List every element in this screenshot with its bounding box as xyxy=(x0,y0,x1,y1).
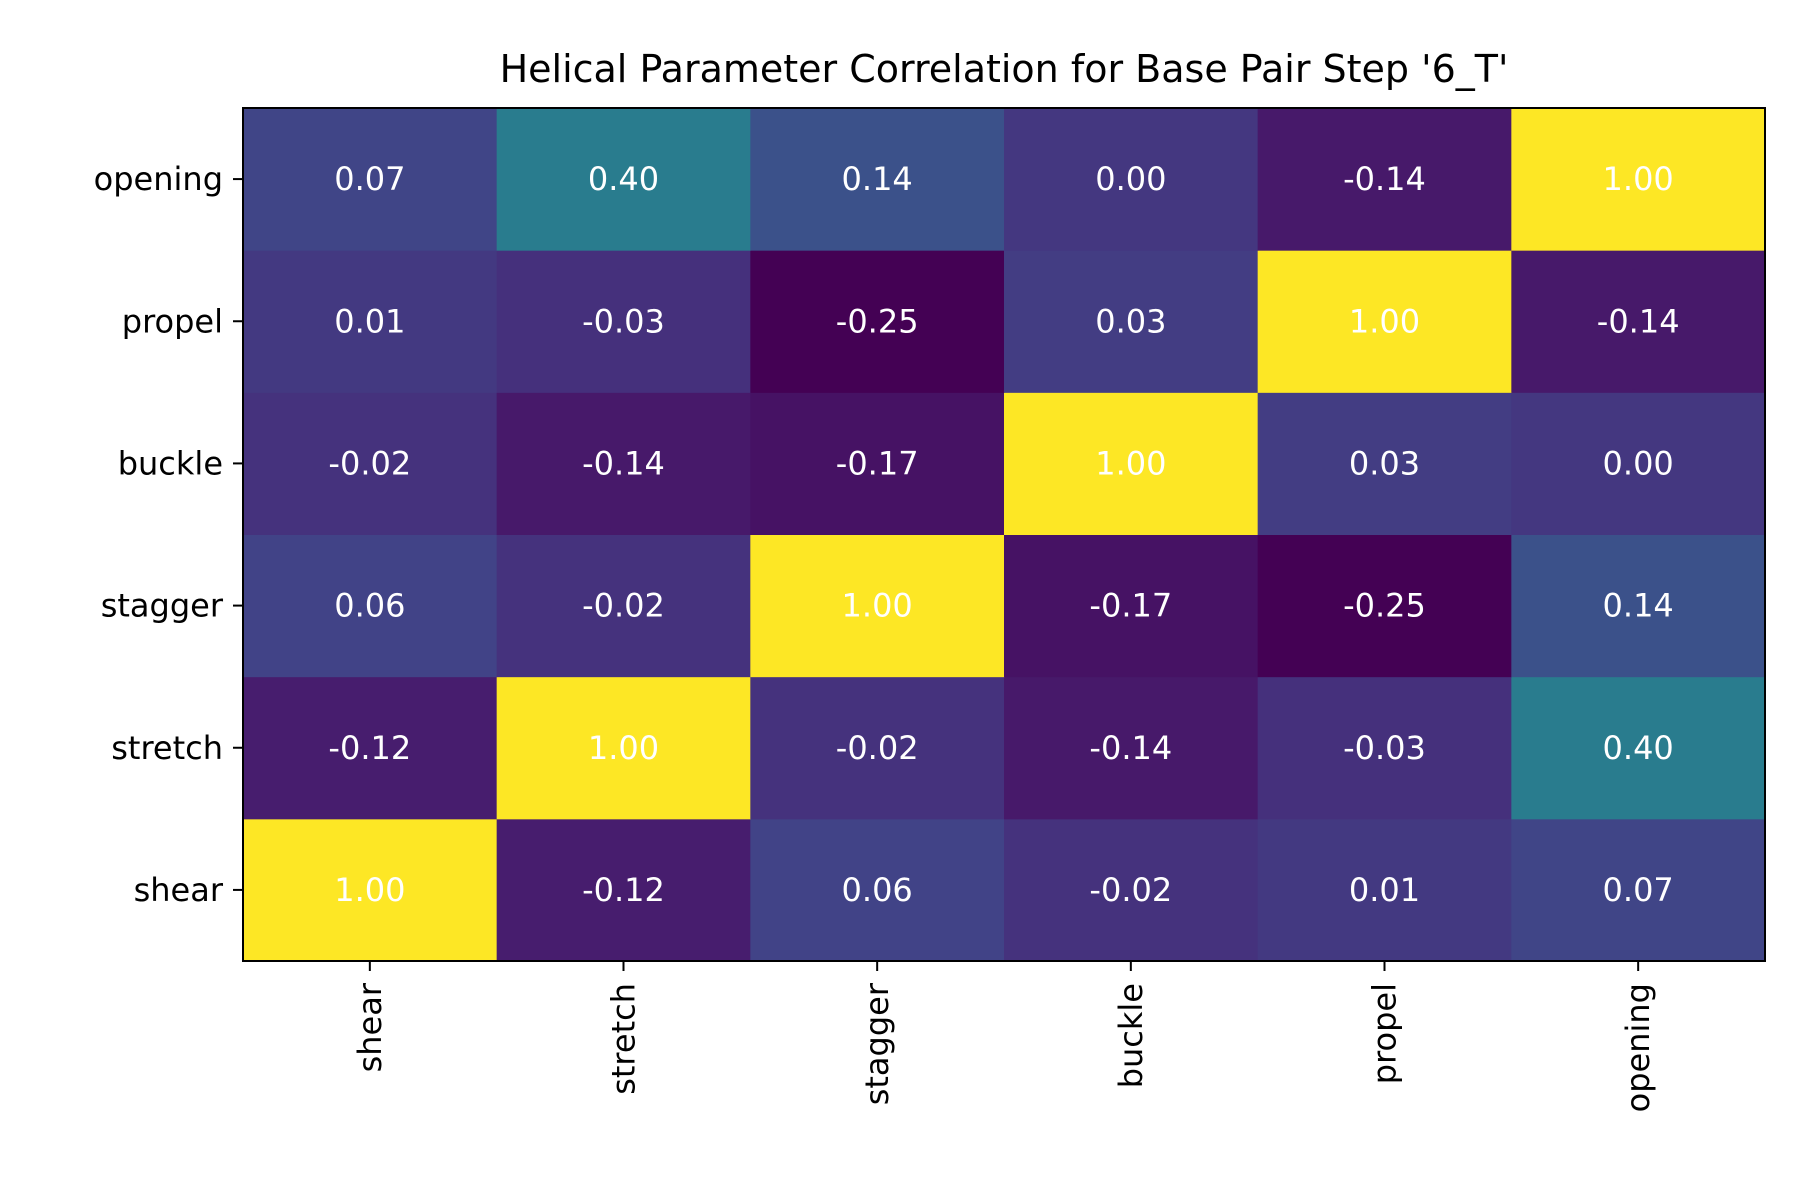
cell-value-label: 0.06 xyxy=(334,587,405,625)
heatmap-cell xyxy=(496,250,751,393)
heatmap-cell xyxy=(1511,108,1766,251)
y-tick-label: opening xyxy=(94,160,223,198)
heatmap-cell xyxy=(496,818,751,962)
heatmap-cell xyxy=(750,534,1005,678)
heatmap-cell xyxy=(1511,534,1766,678)
heatmap-cell xyxy=(243,676,498,820)
heatmap-cell xyxy=(243,108,498,251)
cell-value-label: 0.00 xyxy=(1095,160,1166,198)
cell-value-label: 0.07 xyxy=(334,160,405,198)
y-tick-label: stretch xyxy=(111,729,223,767)
heatmap-cell xyxy=(1257,534,1512,678)
cell-value-label: 1.00 xyxy=(842,587,913,625)
cell-value-label: 0.14 xyxy=(1603,587,1674,625)
heatmap-cell xyxy=(1511,818,1766,962)
heatmap-cell xyxy=(243,392,498,535)
y-tick-label: stagger xyxy=(101,587,224,625)
cell-value-label: -0.14 xyxy=(1089,729,1172,767)
heatmap-cell xyxy=(1004,250,1259,393)
heatmap-cell xyxy=(1257,818,1512,962)
cell-value-label: 0.07 xyxy=(1603,871,1674,909)
heatmap-cell xyxy=(750,250,1005,393)
cell-value-label: 1.00 xyxy=(1603,160,1674,198)
heatmap-cell xyxy=(1511,676,1766,820)
heatmap-cell xyxy=(1004,676,1259,820)
heatmap-cell xyxy=(1257,676,1512,820)
cell-value-label: 0.06 xyxy=(842,871,913,909)
heatmap-cell xyxy=(243,534,498,678)
cell-value-label: -0.14 xyxy=(1597,302,1680,340)
cell-value-label: -0.25 xyxy=(1343,587,1426,625)
cell-value-label: -0.25 xyxy=(836,302,919,340)
cell-value-label: 0.03 xyxy=(1349,444,1420,482)
x-tick-label: buckle xyxy=(1112,983,1150,1088)
cell-value-label: -0.02 xyxy=(1089,871,1172,909)
chart-title: Helical Parameter Correlation for Base P… xyxy=(500,47,1509,91)
heatmap-cell xyxy=(496,676,751,820)
y-tick-label: shear xyxy=(134,871,224,909)
x-tick-label: propel xyxy=(1366,983,1404,1084)
cell-value-label: 0.14 xyxy=(842,160,913,198)
cell-value-label: -0.12 xyxy=(582,871,665,909)
heatmap-cell xyxy=(750,108,1005,251)
cell-value-label: -0.02 xyxy=(836,729,919,767)
x-tick-label: stretch xyxy=(605,983,643,1095)
cell-value-label: 0.40 xyxy=(1603,729,1674,767)
cell-value-label: -0.17 xyxy=(1089,587,1172,625)
cell-value-label: -0.02 xyxy=(582,587,665,625)
heatmap-cell xyxy=(496,534,751,678)
cell-value-label: 0.01 xyxy=(334,302,405,340)
cell-value-label: 1.00 xyxy=(588,729,659,767)
cell-value-label: 0.01 xyxy=(1349,871,1420,909)
cell-value-label: 0.40 xyxy=(588,160,659,198)
cell-value-label: 1.00 xyxy=(1349,302,1420,340)
heatmap-cell xyxy=(1004,818,1259,962)
x-axis: shear stretch stagger buckle propel opening xyxy=(351,961,1657,1112)
heatmap-cell xyxy=(1511,250,1766,393)
cell-value-label: 0.00 xyxy=(1603,444,1674,482)
plot-frame xyxy=(242,107,1766,962)
cell-value-label: -0.03 xyxy=(582,302,665,340)
heatmap-cells xyxy=(243,108,1766,962)
y-tick-label: propel xyxy=(122,302,223,340)
heatmap-cell xyxy=(496,108,751,251)
cell-value-label: 1.00 xyxy=(1095,444,1166,482)
heatmap-cell xyxy=(1511,392,1766,535)
heatmap-cell xyxy=(750,676,1005,820)
heatmap-cell xyxy=(1004,392,1259,535)
heatmap-cell xyxy=(1257,392,1512,535)
heatmap-cell xyxy=(243,250,498,393)
y-tick-label: buckle xyxy=(118,444,223,482)
heatmap-cell xyxy=(1004,534,1259,678)
heatmap-cell xyxy=(750,818,1005,962)
heatmap-cell xyxy=(243,818,498,962)
cell-value-label: -0.02 xyxy=(328,444,411,482)
cell-value-label: -0.03 xyxy=(1343,729,1426,767)
heatmap-cell xyxy=(496,392,751,535)
heatmap-cell xyxy=(1257,108,1512,251)
heatmap-cell xyxy=(1257,250,1512,393)
x-tick-label: stagger xyxy=(858,982,896,1105)
y-axis: shear stretch stagger buckle propel opening xyxy=(94,160,243,909)
cell-value-label: -0.14 xyxy=(1343,160,1426,198)
cell-value-label: -0.14 xyxy=(582,444,665,482)
x-tick-label: shear xyxy=(351,982,389,1072)
heatmap-cell xyxy=(750,392,1005,535)
cell-value-label: -0.12 xyxy=(328,729,411,767)
cell-value-label: 0.03 xyxy=(1095,302,1166,340)
cell-value-label: -0.17 xyxy=(836,444,919,482)
heatmap-value-labels: 1.00 -0.12 0.06 -0.02 0.01 0.07 -0.12 1.00 -0.02… xyxy=(328,160,1679,909)
heatmap-cell xyxy=(1004,108,1259,251)
x-tick-label: opening xyxy=(1619,983,1657,1112)
cell-value-label: 1.00 xyxy=(334,871,405,909)
